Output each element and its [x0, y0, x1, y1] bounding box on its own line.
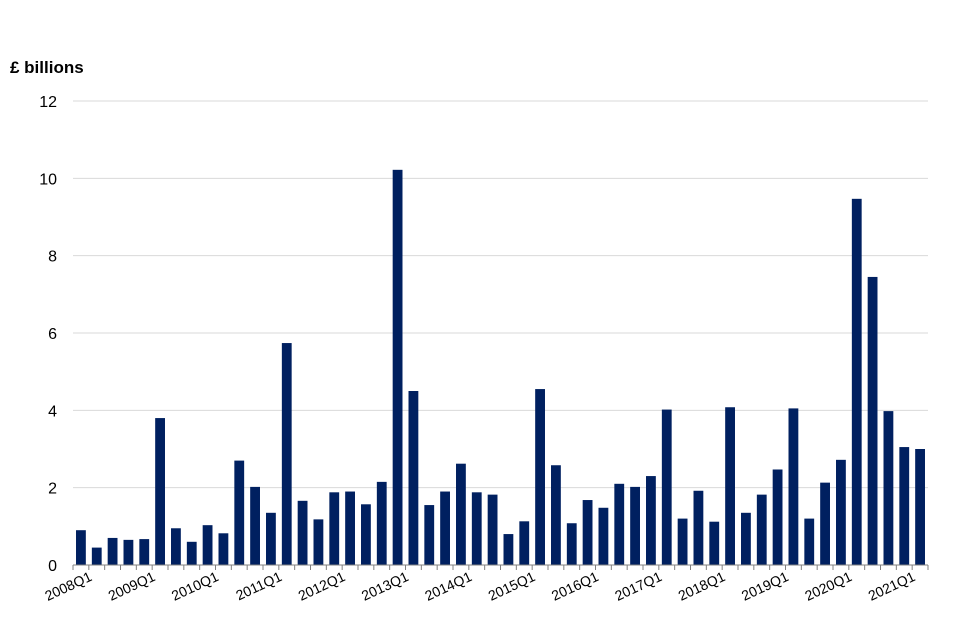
x-tick-label: 2019Q1: [739, 568, 791, 604]
bar-2018Q2: [725, 407, 735, 565]
bar-2009Q1: [139, 539, 150, 565]
bar-2019Q4: [820, 482, 830, 565]
x-tick-labels: 2008Q1 2009Q1 2010Q1 2011Q1 2012Q1 2013Q1 2014…: [42, 568, 917, 604]
bar-2018Q1: [709, 521, 720, 565]
bar-2011Q4: [313, 519, 324, 565]
y-tick-label: 8: [48, 249, 57, 266]
bar-2010Q3: [234, 460, 245, 565]
y-tick-label: 6: [48, 326, 57, 343]
bar-2009Q4: [186, 541, 197, 565]
bar-2021Q2: [915, 449, 925, 565]
bar-2016Q4: [630, 486, 640, 565]
bar-2018Q4: [756, 494, 767, 565]
y-tick-label: 2: [48, 481, 57, 498]
bar-2014Q4: [503, 534, 514, 565]
bar-2012Q4: [376, 481, 387, 565]
bar-2010Q1: [202, 525, 213, 565]
bar-2018Q3: [741, 512, 751, 565]
bar-2014Q1: [456, 463, 466, 565]
bar-2014Q3: [487, 494, 498, 565]
gridlines: [73, 100, 928, 489]
bar-2013Q2: [408, 391, 419, 565]
bar-2020Q4: [883, 411, 894, 565]
bar-2019Q3: [804, 518, 815, 565]
bar-2008Q1: [76, 530, 86, 565]
bar-2017Q1: [646, 476, 656, 565]
x-tick-label: 2012Q1: [296, 568, 348, 604]
x-tick-label: 2009Q1: [106, 568, 158, 604]
bar-2011Q1: [266, 512, 276, 565]
bar-2008Q3: [107, 537, 118, 565]
bar-2011Q3: [297, 500, 308, 565]
bar-2016Q2: [598, 507, 609, 565]
bar-2015Q3: [551, 465, 561, 565]
bar-2021Q1: [899, 447, 910, 565]
bar-2010Q2: [218, 533, 229, 565]
bar-2013Q1: [392, 169, 403, 565]
bar-2017Q2: [661, 409, 672, 565]
bar-2009Q2: [155, 418, 165, 565]
bar-2010Q4: [250, 486, 260, 565]
y-tick-labels: 0 2 4 6 8 10 12: [39, 94, 57, 575]
x-tick-label: 2020Q1: [802, 568, 854, 604]
bar-2020Q2: [851, 198, 862, 565]
y-tick-label: 0: [48, 558, 57, 575]
bar-2008Q4: [123, 539, 134, 565]
x-tick-label: 2016Q1: [549, 568, 601, 604]
bar-2012Q1: [329, 492, 340, 565]
x-tick-label: 2010Q1: [169, 568, 221, 604]
bar-2019Q1: [772, 469, 783, 565]
bar-2013Q3: [424, 505, 435, 565]
x-tick-label: 2021Q1: [866, 568, 918, 604]
bar-2012Q3: [361, 504, 371, 565]
bar-2013Q4: [440, 491, 450, 565]
bar-2015Q2: [535, 389, 545, 565]
bar-2011Q2: [281, 343, 292, 565]
x-tick-label: 2011Q1: [233, 568, 284, 603]
y-tick-label: 10: [39, 171, 57, 188]
x-tick-label: 2017Q1: [612, 568, 664, 604]
y-tick-label: 12: [39, 94, 57, 111]
bar-2009Q3: [171, 528, 181, 565]
bar-2017Q3: [677, 518, 688, 565]
bar-2016Q3: [614, 483, 625, 565]
y-axis-label: £ billions: [10, 58, 84, 77]
y-tick-label: 4: [48, 403, 57, 420]
bar-2016Q1: [582, 500, 593, 565]
bar-2008Q2: [91, 547, 102, 565]
bar-2017Q4: [693, 490, 704, 565]
x-tick-label: 2018Q1: [676, 568, 728, 604]
bar-2019Q2: [788, 408, 799, 565]
x-tick-label: 2013Q1: [359, 568, 411, 604]
x-axis: [72, 564, 929, 570]
x-tick-label: 2015Q1: [486, 568, 538, 604]
bar-2012Q2: [345, 491, 355, 565]
bar-2020Q1: [836, 459, 846, 565]
bar-2020Q3: [867, 276, 878, 565]
bar-2015Q1: [519, 521, 530, 565]
x-tick-label: 2014Q1: [422, 568, 474, 604]
bar-2014Q2: [471, 492, 482, 565]
bar-series: [76, 169, 925, 565]
bar-2015Q4: [566, 523, 577, 565]
